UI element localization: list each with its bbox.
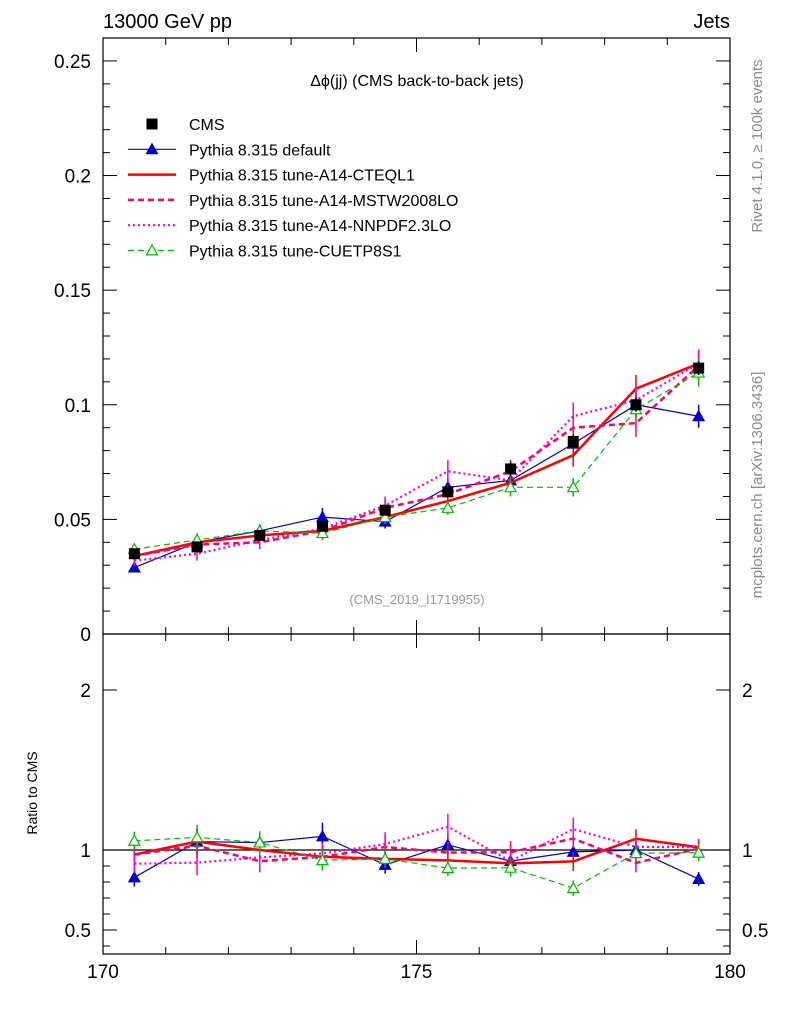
analysis-tag: (CMS_2019_I1719955) (349, 592, 484, 607)
ratio-plot-frame (102, 633, 731, 955)
ratio-data-point (253, 835, 267, 848)
ratio-data-point (315, 853, 329, 866)
ratio-series-line (134, 837, 699, 865)
cms-data (128, 361, 705, 560)
ratio-data-point (315, 829, 329, 842)
data-point (441, 501, 455, 513)
ratio-series-line (134, 835, 699, 880)
ratio-data-point (441, 861, 455, 874)
header-energy-label: 13000 GeV pp (103, 11, 232, 33)
series-2 (133, 352, 700, 561)
cms-data-point (191, 541, 203, 553)
legend-label-0: Pythia 8.315 default (189, 142, 331, 159)
cms-data-point (379, 504, 391, 516)
main-y-axis: 0 0.05 0.1 0.15 0.2 0.25 (54, 37, 730, 646)
y-tick-label: 0.15 (54, 281, 91, 302)
header-process-label: Jets (693, 11, 730, 33)
ratio-data-point (378, 852, 392, 864)
data-point (378, 510, 392, 523)
cms-data-point (316, 520, 328, 532)
ratio-series-line (134, 837, 699, 865)
cms-data-point (630, 399, 642, 411)
series-line (134, 362, 700, 558)
chart-title: Δϕ(jj) (CMS back-to-back jets) (310, 73, 523, 90)
ratio-plot-series (127, 813, 706, 896)
rivet-version-label: Rivet 4.1.0, ≥ 100k events (749, 59, 766, 232)
ratio-data-point (190, 830, 204, 843)
ratio-series-line (134, 836, 699, 889)
ratio-series-4 (127, 824, 706, 896)
ratio-data-point (629, 846, 643, 859)
cms-data-point (442, 486, 454, 498)
data-point (566, 480, 580, 493)
series-line (134, 372, 699, 550)
y-tick-label: 0 (80, 625, 91, 646)
cms-data-point (693, 362, 705, 374)
ratio-y-tick-label-right: 2 (742, 681, 753, 702)
legend-marker-0 (145, 142, 159, 155)
legend-marker-4 (145, 243, 159, 256)
y-tick-label: 0.25 (54, 52, 91, 73)
y-tick-label: 0.1 (65, 396, 91, 417)
x-tick-label: 180 (714, 962, 746, 983)
series-1 (133, 349, 700, 561)
cms-data-point (254, 529, 266, 541)
ratio-series-line (134, 825, 699, 865)
series-3 (133, 349, 700, 566)
y-tick-label: 0.05 (54, 510, 91, 531)
data-point (127, 560, 141, 573)
ratio-y-tick-label: 2 (80, 681, 91, 702)
ratio-data-point (127, 870, 141, 883)
main-plot-series (127, 349, 706, 573)
data-point (315, 526, 329, 539)
data-point (315, 510, 329, 523)
x-axis: 170 175 180 (87, 38, 746, 983)
cms-data-point (567, 435, 579, 447)
ratio-data-point (566, 881, 580, 894)
legend-label-1: Pythia 8.315 tune-A14-CTEQL1 (189, 168, 415, 185)
x-tick-label: 175 (401, 962, 433, 983)
cms-data-point (505, 463, 517, 475)
data-point (692, 409, 706, 422)
legend-label-3: Pythia 8.315 tune-A14-NNPDF2.3LO (189, 218, 451, 235)
ratio-y-tick-label-right: 0.5 (742, 921, 768, 942)
ratio-data-point (692, 846, 706, 858)
legend: CMS Pythia 8.315 default Pythia 8.315 tune… (128, 117, 458, 261)
data-point (504, 480, 518, 493)
ratio-y-tick-label-right: 1 (742, 841, 753, 862)
series-0 (127, 393, 706, 573)
ratio-y-axis: 0.5 0.5 1 1 2 2 (65, 681, 768, 947)
ratio-data-point (504, 861, 518, 873)
legend-label-cms: CMS (189, 117, 225, 134)
ratio-y-tick-label: 0.5 (65, 921, 91, 942)
ratio-y-tick-label: 1 (80, 841, 91, 862)
y-tick-label: 0.2 (65, 167, 91, 188)
series-line (134, 364, 700, 558)
legend-label-2: Pythia 8.315 tune-A14-MSTW2008LO (189, 193, 458, 210)
ratio-data-point (127, 834, 141, 846)
series-line (134, 362, 700, 562)
legend-marker-cms (146, 118, 158, 130)
mcplots-label: mcplots.cern.ch [arXiv:1306.3436] (749, 372, 766, 599)
x-tick-label: 170 (87, 962, 119, 983)
cms-data-point (128, 548, 140, 560)
ratio-y-axis-label: Ratio to CMS (24, 751, 40, 834)
series-4 (127, 358, 706, 555)
legend-label-4: Pythia 8.315 tune-CUETP8S1 (189, 244, 402, 261)
ratio-data-point (692, 872, 706, 884)
